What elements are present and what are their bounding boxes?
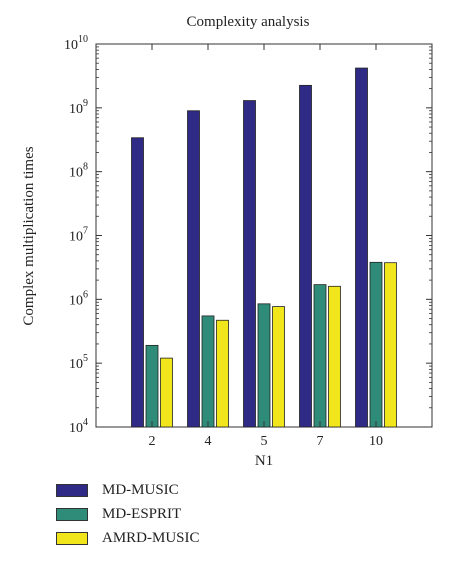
y-axis-ticks: 104 105 106 107 108 109 1010 <box>64 34 432 436</box>
chart-title: Complexity analysis <box>187 14 310 30</box>
x-axis-label: N1 <box>255 453 273 469</box>
legend-item: MD-MUSIC <box>56 478 200 502</box>
bar-md-esprit-7 <box>313 284 327 428</box>
bar-md-esprit-4 <box>201 315 215 428</box>
bar-md-esprit-10 <box>369 261 383 428</box>
legend-swatch <box>56 483 88 497</box>
y-tick-label: 1010 <box>64 34 88 53</box>
bar-md-music-7 <box>299 84 312 428</box>
bar-md-music-5 <box>243 100 256 428</box>
y-tick-label: 107 <box>69 226 88 245</box>
bar-amrd-music-5 <box>272 306 285 428</box>
legend-label: AMRD-MUSIC <box>102 529 200 546</box>
y-tick-label: 106 <box>69 289 88 308</box>
x-axis-ticks: 2 4 5 7 10 <box>149 44 383 449</box>
y-tick-label: 108 <box>69 162 88 181</box>
bar-md-music-2 <box>131 137 144 428</box>
bar-amrd-music-4 <box>216 319 229 428</box>
bars-group <box>131 67 397 428</box>
x-tick-label: 5 <box>261 434 268 449</box>
legend-swatch <box>56 531 88 545</box>
legend-item: AMRD-MUSIC <box>56 526 200 550</box>
bar-md-music-10 <box>355 67 368 428</box>
bar-amrd-music-2 <box>160 357 173 428</box>
legend-label: MD-ESPRIT <box>102 505 182 522</box>
legend-swatch <box>56 507 88 521</box>
legend-item: MD-ESPRIT <box>56 502 200 526</box>
bar-md-music-4 <box>187 110 200 428</box>
y-tick-label: 104 <box>69 417 88 436</box>
bar-md-esprit-2 <box>145 344 159 428</box>
bar-amrd-music-10 <box>384 262 397 428</box>
legend-label: MD-MUSIC <box>102 481 179 498</box>
x-tick-label: 10 <box>369 434 383 449</box>
x-tick-label: 2 <box>149 434 156 449</box>
y-tick-label: 105 <box>69 353 88 372</box>
chart-legend: MD-MUSIC MD-ESPRIT AMRD-MUSIC <box>56 478 200 550</box>
y-tick-label: 109 <box>69 98 88 117</box>
x-tick-label: 7 <box>317 434 324 449</box>
bar-amrd-music-7 <box>328 285 341 428</box>
bar-md-esprit-5 <box>257 303 271 428</box>
y-axis-label: Complex multiplication times <box>21 146 37 325</box>
x-tick-label: 4 <box>205 434 212 449</box>
